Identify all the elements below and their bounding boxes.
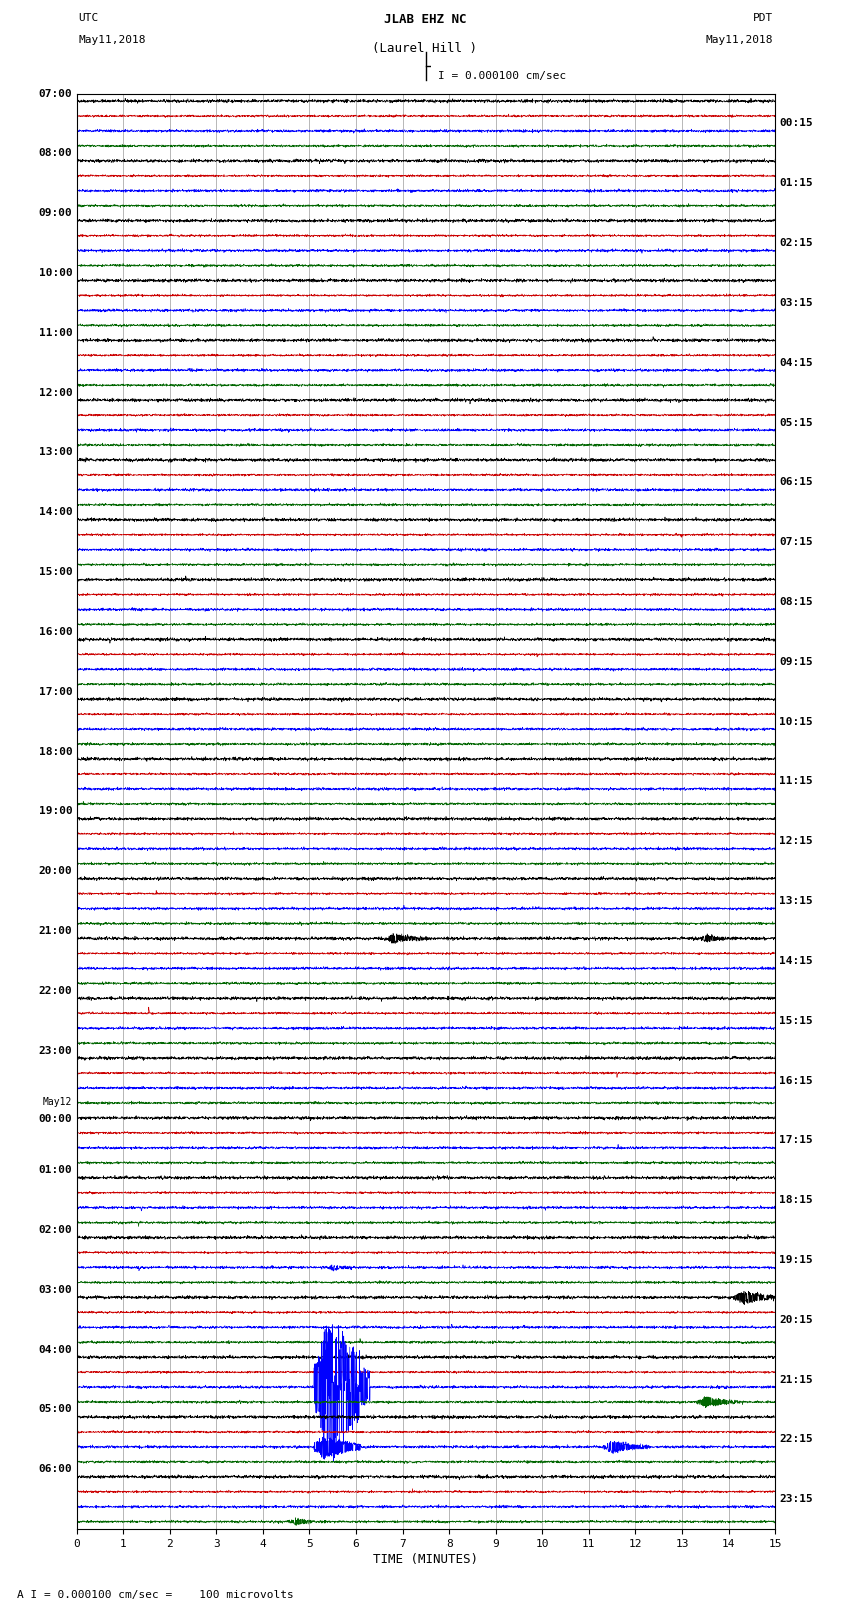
Text: 06:00: 06:00 [38, 1465, 72, 1474]
Text: 03:00: 03:00 [38, 1286, 72, 1295]
Text: 12:00: 12:00 [38, 387, 72, 398]
Text: 04:00: 04:00 [38, 1345, 72, 1355]
Text: 00:15: 00:15 [779, 118, 813, 129]
Text: 08:15: 08:15 [779, 597, 813, 606]
Text: 11:15: 11:15 [779, 776, 813, 787]
Text: 12:15: 12:15 [779, 836, 813, 847]
Text: May12: May12 [42, 1097, 72, 1107]
Text: 16:00: 16:00 [38, 627, 72, 637]
Text: 01:15: 01:15 [779, 179, 813, 189]
Text: A I = 0.000100 cm/sec =    100 microvolts: A I = 0.000100 cm/sec = 100 microvolts [17, 1590, 294, 1600]
Text: 05:00: 05:00 [38, 1405, 72, 1415]
Text: 02:00: 02:00 [38, 1224, 72, 1236]
Text: 09:00: 09:00 [38, 208, 72, 218]
Text: 02:15: 02:15 [779, 239, 813, 248]
Text: 11:00: 11:00 [38, 327, 72, 337]
Text: 18:00: 18:00 [38, 747, 72, 756]
Text: 17:00: 17:00 [38, 687, 72, 697]
Text: 17:15: 17:15 [779, 1136, 813, 1145]
Text: 18:15: 18:15 [779, 1195, 813, 1205]
Text: May11,2018: May11,2018 [78, 35, 145, 45]
Text: JLAB EHZ NC: JLAB EHZ NC [383, 13, 467, 26]
Text: 10:15: 10:15 [779, 716, 813, 726]
Text: 22:00: 22:00 [38, 986, 72, 995]
Text: 09:15: 09:15 [779, 656, 813, 666]
Text: 06:15: 06:15 [779, 477, 813, 487]
Text: 22:15: 22:15 [779, 1434, 813, 1444]
X-axis label: TIME (MINUTES): TIME (MINUTES) [373, 1553, 479, 1566]
Text: PDT: PDT [753, 13, 774, 23]
Text: 20:00: 20:00 [38, 866, 72, 876]
Text: (Laurel Hill ): (Laurel Hill ) [372, 42, 478, 55]
Text: 19:15: 19:15 [779, 1255, 813, 1265]
Text: I = 0.000100 cm/sec: I = 0.000100 cm/sec [438, 71, 566, 81]
Text: 15:15: 15:15 [779, 1016, 813, 1026]
Text: 07:00: 07:00 [38, 89, 72, 98]
Text: 14:00: 14:00 [38, 506, 72, 518]
Text: 08:00: 08:00 [38, 148, 72, 158]
Text: 10:00: 10:00 [38, 268, 72, 277]
Text: 21:00: 21:00 [38, 926, 72, 936]
Text: 14:15: 14:15 [779, 957, 813, 966]
Text: 00:00: 00:00 [38, 1113, 72, 1124]
Text: 04:15: 04:15 [779, 358, 813, 368]
Text: May11,2018: May11,2018 [706, 35, 774, 45]
Text: 15:00: 15:00 [38, 568, 72, 577]
Text: 21:15: 21:15 [779, 1374, 813, 1384]
Text: 07:15: 07:15 [779, 537, 813, 547]
Text: UTC: UTC [78, 13, 99, 23]
Text: 16:15: 16:15 [779, 1076, 813, 1086]
Text: 20:15: 20:15 [779, 1315, 813, 1324]
Text: 13:15: 13:15 [779, 897, 813, 907]
Text: 01:00: 01:00 [38, 1165, 72, 1176]
Text: 05:15: 05:15 [779, 418, 813, 427]
Text: 13:00: 13:00 [38, 447, 72, 458]
Text: 19:00: 19:00 [38, 806, 72, 816]
Text: 23:00: 23:00 [38, 1045, 72, 1055]
Text: 23:15: 23:15 [779, 1494, 813, 1505]
Text: 03:15: 03:15 [779, 298, 813, 308]
